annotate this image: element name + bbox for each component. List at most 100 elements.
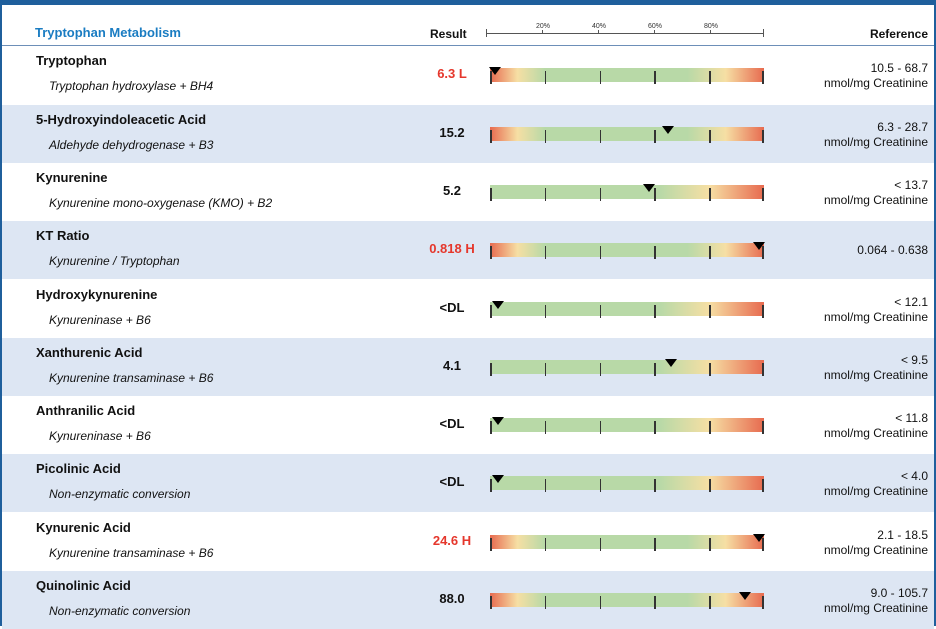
result-value: <DL xyxy=(439,416,465,431)
result-range-bar xyxy=(490,301,764,318)
analyte-name: Quinolinic Acid xyxy=(36,578,131,593)
analyte-name: Picolinic Acid xyxy=(36,461,121,476)
scale-end-tick xyxy=(486,29,487,37)
reference-range-values: 2.1 - 18.5 xyxy=(877,528,928,542)
range-tick xyxy=(762,246,764,259)
range-tick xyxy=(709,71,711,84)
range-gradient xyxy=(490,476,764,490)
analyte-cofactor: Aldehyde dehydrogenase + B3 xyxy=(49,138,214,152)
result-marker-icon xyxy=(738,592,751,600)
range-tick xyxy=(709,596,711,609)
result-marker-icon xyxy=(492,301,505,309)
range-tick xyxy=(490,305,492,318)
result-marker-icon xyxy=(492,417,505,425)
result-marker-icon xyxy=(662,126,675,134)
analyte-name: Kynurenic Acid xyxy=(36,520,131,535)
range-tick xyxy=(544,130,547,143)
analyte-cofactor: Kynurenine transaminase + B6 xyxy=(49,371,214,385)
table-row: Kynurenine Kynurenine mono-oxygenase (KMO… xyxy=(2,163,934,221)
range-tick xyxy=(709,421,711,434)
range-gradient xyxy=(490,243,764,257)
table-row: Xanthurenic Acid Kynurenine transaminase … xyxy=(2,338,934,396)
range-tick xyxy=(599,421,602,434)
range-tick xyxy=(599,71,602,84)
range-gradient xyxy=(490,418,764,432)
range-tick xyxy=(762,538,764,551)
scale-label-60: 60% xyxy=(647,23,663,30)
analyte-name: Tryptophan xyxy=(36,53,107,68)
range-tick xyxy=(762,305,764,318)
reference-range: 6.3 - 28.7 nmol/mg Creatinine xyxy=(768,120,928,150)
range-tick xyxy=(490,421,492,434)
range-gradient xyxy=(490,593,764,607)
result-value: 6.3 L xyxy=(437,66,467,81)
range-tick xyxy=(599,596,602,609)
range-tick xyxy=(490,246,492,259)
range-gradient xyxy=(490,360,764,374)
analyte-name: Kynurenine xyxy=(36,170,108,185)
table-row: Picolinic Acid Non-enzymatic conversion <D… xyxy=(2,454,934,512)
range-tick xyxy=(544,538,547,551)
range-tick xyxy=(762,596,764,609)
range-tick xyxy=(654,246,656,259)
result-marker-icon xyxy=(642,184,655,192)
range-tick xyxy=(709,130,711,143)
range-gradient xyxy=(490,68,764,82)
range-gradient xyxy=(490,127,764,141)
range-tick xyxy=(762,188,764,201)
scale-tick xyxy=(598,30,599,34)
reference-unit: nmol/mg Creatinine xyxy=(823,368,928,382)
table-row: Kynurenic Acid Kynurenine transaminase + … xyxy=(2,513,934,571)
result-column-header: Result xyxy=(430,27,467,41)
result-value: 0.818 H xyxy=(429,241,475,256)
reference-unit: nmol/mg Creatinine xyxy=(823,601,928,615)
result-marker-icon xyxy=(492,475,505,483)
range-tick xyxy=(544,305,547,318)
table-row: Tryptophan Tryptophan hydroxylase + BH4 6.… xyxy=(2,46,934,104)
scale-label-80: 80% xyxy=(703,23,719,30)
analyte-cofactor: Kynurenine mono-oxygenase (KMO) + B2 xyxy=(49,196,273,210)
reference-range: 0.064 - 0.638 xyxy=(768,243,928,258)
table-header: Tryptophan Metabolism Result 20% 40% 60%… xyxy=(2,5,934,46)
section-title: Tryptophan Metabolism xyxy=(35,25,181,40)
result-value: <DL xyxy=(439,474,465,489)
result-value: <DL xyxy=(439,300,465,315)
range-tick xyxy=(490,188,492,201)
reference-column-header: Reference xyxy=(869,27,928,41)
range-tick xyxy=(544,421,547,434)
range-tick xyxy=(490,538,492,551)
range-tick xyxy=(599,305,602,318)
reference-range: < 12.1 nmol/mg Creatinine xyxy=(768,295,928,325)
range-tick xyxy=(544,363,547,376)
reference-range: < 4.0 nmol/mg Creatinine xyxy=(768,469,928,499)
result-range-bar xyxy=(490,592,764,609)
reference-unit: nmol/mg Creatinine xyxy=(823,310,928,324)
result-marker-icon xyxy=(664,359,677,367)
reference-range-values: < 9.5 xyxy=(900,353,928,367)
range-tick xyxy=(654,71,656,84)
table-row: Quinolinic Acid Non-enzymatic conversion 8… xyxy=(2,571,934,629)
reference-range: 9.0 - 105.7 nmol/mg Creatinine xyxy=(768,586,928,616)
table-row: Anthranilic Acid Kynureninase + B6 <DL < 11… xyxy=(2,396,934,454)
table-row: Hydroxykynurenine Kynureninase + B6 <DL < 1… xyxy=(2,280,934,338)
scale-label-20: 20% xyxy=(535,23,551,30)
range-tick xyxy=(762,363,764,376)
reference-range: 10.5 - 68.7 nmol/mg Creatinine xyxy=(768,61,928,91)
analyte-cofactor: Non-enzymatic conversion xyxy=(49,604,191,618)
range-tick xyxy=(762,130,764,143)
range-tick xyxy=(490,71,492,84)
reference-range-values: < 13.7 xyxy=(894,178,928,192)
range-tick xyxy=(709,188,711,201)
result-value: 24.6 H xyxy=(432,533,472,548)
range-tick xyxy=(654,538,656,551)
range-tick xyxy=(490,130,492,143)
analyte-name: Hydroxykynurenine xyxy=(36,287,158,302)
reference-range: 2.1 - 18.5 nmol/mg Creatinine xyxy=(768,528,928,558)
result-range-bar xyxy=(490,126,764,143)
range-tick xyxy=(709,363,711,376)
scale-tick xyxy=(710,30,711,34)
range-tick xyxy=(544,71,547,84)
analyte-cofactor: Tryptophan hydroxylase + BH4 xyxy=(49,79,214,93)
analyte-cofactor: Non-enzymatic conversion xyxy=(49,487,191,501)
